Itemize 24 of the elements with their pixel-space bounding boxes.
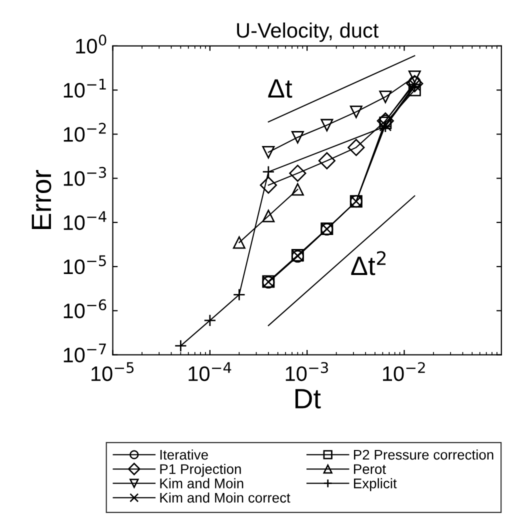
y-axis-title: Error — [32, 170, 52, 229]
x-axis-title: Dt — [295, 389, 321, 408]
annotation: Δt$^{2}$ — [351, 251, 386, 276]
legend-label: Kim and Moin correct — [160, 492, 290, 503]
x-tick-label: 10$^{−3}$ — [286, 362, 328, 382]
legend-label: Perot — [354, 464, 386, 474]
legend-label: Explicit — [354, 478, 397, 492]
y-tick-label: 10$^{0}$ — [76, 34, 106, 54]
legend-label: Kim and Moin — [160, 478, 244, 488]
legend-label: P1 Projection — [160, 464, 241, 477]
legend-label: Iterative — [160, 449, 208, 460]
y-tick-label: 10$^{−5}$ — [64, 255, 106, 274]
x-tick-label: 10$^{−4}$ — [188, 362, 232, 382]
x-tick-label: 10$^{−5}$ — [92, 362, 134, 382]
x-tick-label: 10$^{−2}$ — [383, 362, 425, 382]
y-tick-label: 10$^{−3}$ — [64, 166, 106, 186]
y-tick-label: 10$^{−2}$ — [64, 122, 106, 142]
y-tick-label: 10$^{−4}$ — [64, 211, 106, 230]
legend-label: P2 Pressure correction — [354, 449, 494, 460]
annotation: Δt — [268, 79, 292, 98]
y-tick-label: 10$^{−6}$ — [64, 299, 106, 318]
y-tick-label: 10$^{−1}$ — [64, 78, 106, 98]
chart-title: U-Velocity, duct — [237, 22, 379, 42]
y-tick-label: 10$^{−7}$ — [64, 344, 106, 362]
